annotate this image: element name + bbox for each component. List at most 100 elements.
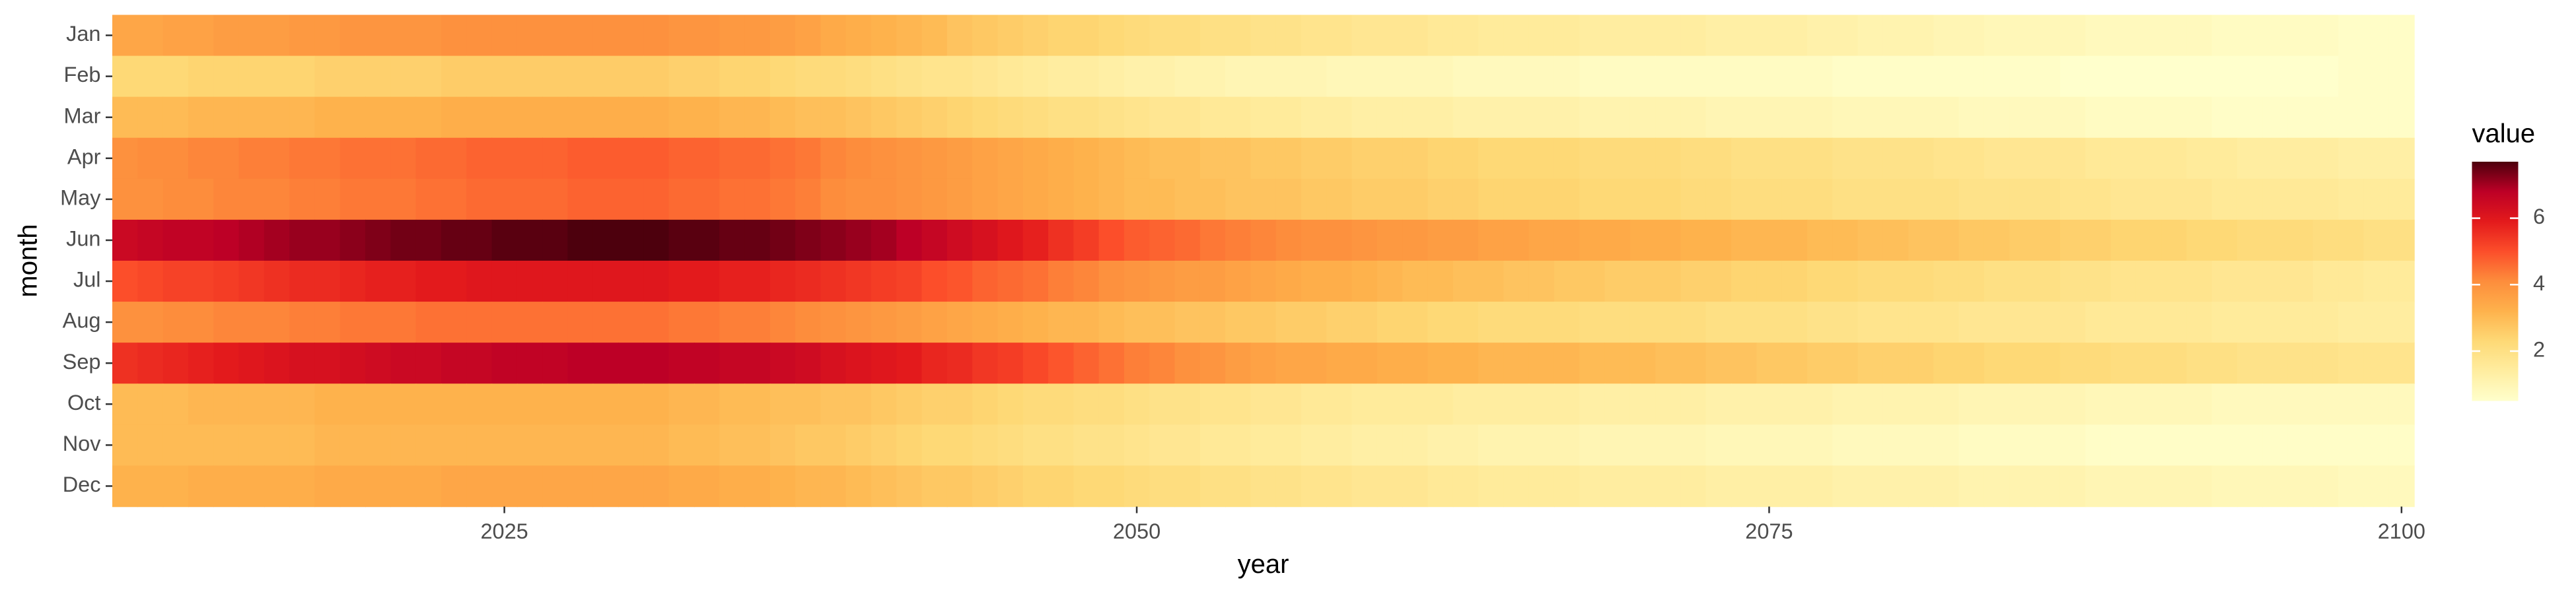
cell [643, 137, 670, 180]
cell [1022, 383, 1049, 426]
cell [2110, 137, 2137, 180]
cell [1301, 96, 1327, 139]
cell [1225, 178, 1252, 220]
cell [1781, 55, 1808, 98]
cell [1680, 55, 1707, 98]
cell [947, 343, 973, 384]
cell [1604, 55, 1631, 98]
y-tick-label: May [60, 185, 101, 209]
cell [2085, 219, 2112, 261]
cell [1807, 302, 1833, 343]
cell [795, 343, 822, 384]
cell [1832, 383, 1859, 426]
x-tick-label: 2025 [480, 519, 528, 543]
cell [1149, 465, 1176, 508]
cell [1048, 55, 1075, 98]
cell [2363, 137, 2390, 180]
cell [1655, 302, 1682, 343]
cell [997, 219, 1024, 261]
cell [845, 465, 872, 508]
cell [1528, 178, 1555, 220]
cell [2363, 55, 2390, 98]
cell [1857, 302, 1884, 343]
cell [694, 302, 720, 343]
cell [1908, 55, 1935, 98]
cell [1958, 424, 1985, 467]
cell [1124, 96, 1150, 139]
cell [2312, 219, 2339, 261]
cell [2009, 55, 2036, 98]
cell [1705, 465, 1732, 508]
cell [2388, 219, 2415, 261]
cell [1629, 261, 1656, 302]
cell [390, 383, 417, 426]
cell [2312, 15, 2339, 57]
cell [1629, 96, 1656, 139]
cell [2287, 383, 2314, 426]
cell [1199, 178, 1226, 220]
cell [1528, 343, 1555, 384]
cell [896, 96, 923, 139]
cell [744, 343, 771, 384]
cell [618, 137, 644, 180]
cell [1680, 219, 1707, 261]
cell [441, 383, 467, 426]
cell [2085, 424, 2112, 467]
cell [2186, 383, 2213, 426]
cell [1857, 15, 1884, 57]
cell [1478, 261, 1505, 302]
cell [2034, 383, 2061, 426]
cell [1655, 96, 1682, 139]
cell [2059, 55, 2086, 98]
cell [1958, 383, 1985, 426]
cell [2034, 465, 2061, 508]
cell [896, 465, 923, 508]
cell [1149, 178, 1176, 220]
cell [2110, 219, 2137, 261]
cell [1731, 178, 1758, 220]
cell [314, 424, 341, 467]
cell [162, 424, 189, 467]
cell [1402, 178, 1429, 220]
cell [1250, 343, 1277, 384]
cell [1048, 15, 1075, 57]
cell [1655, 383, 1682, 426]
cell [491, 424, 518, 467]
cell [188, 302, 214, 343]
cell [997, 96, 1024, 139]
x-axis-title: year [1238, 550, 1289, 579]
cell [1882, 383, 1909, 426]
cell [1807, 96, 1833, 139]
cell [896, 178, 923, 220]
cell [289, 424, 316, 467]
cell [365, 96, 392, 139]
cell [1301, 219, 1327, 261]
cell [871, 465, 897, 508]
cell [1832, 178, 1859, 220]
cell [1301, 383, 1327, 426]
cell [1908, 178, 1935, 220]
cell [1554, 219, 1580, 261]
cell [1857, 55, 1884, 98]
cell [1225, 219, 1252, 261]
cell [1326, 424, 1353, 467]
cell [1655, 55, 1682, 98]
cell [390, 343, 417, 384]
cell [618, 178, 644, 220]
cell [1655, 261, 1682, 302]
cell [1781, 96, 1808, 139]
cell [921, 343, 948, 384]
cell [264, 465, 290, 508]
cell [1958, 343, 1985, 384]
cell [1377, 424, 1403, 467]
cell [1503, 55, 1530, 98]
cell [2211, 261, 2238, 302]
cell [2161, 15, 2188, 57]
cell [289, 343, 316, 384]
cell [1958, 137, 1985, 180]
cell [592, 178, 619, 220]
cell [668, 465, 695, 508]
cell [213, 465, 240, 508]
cell [744, 55, 771, 98]
cell [1301, 343, 1327, 384]
